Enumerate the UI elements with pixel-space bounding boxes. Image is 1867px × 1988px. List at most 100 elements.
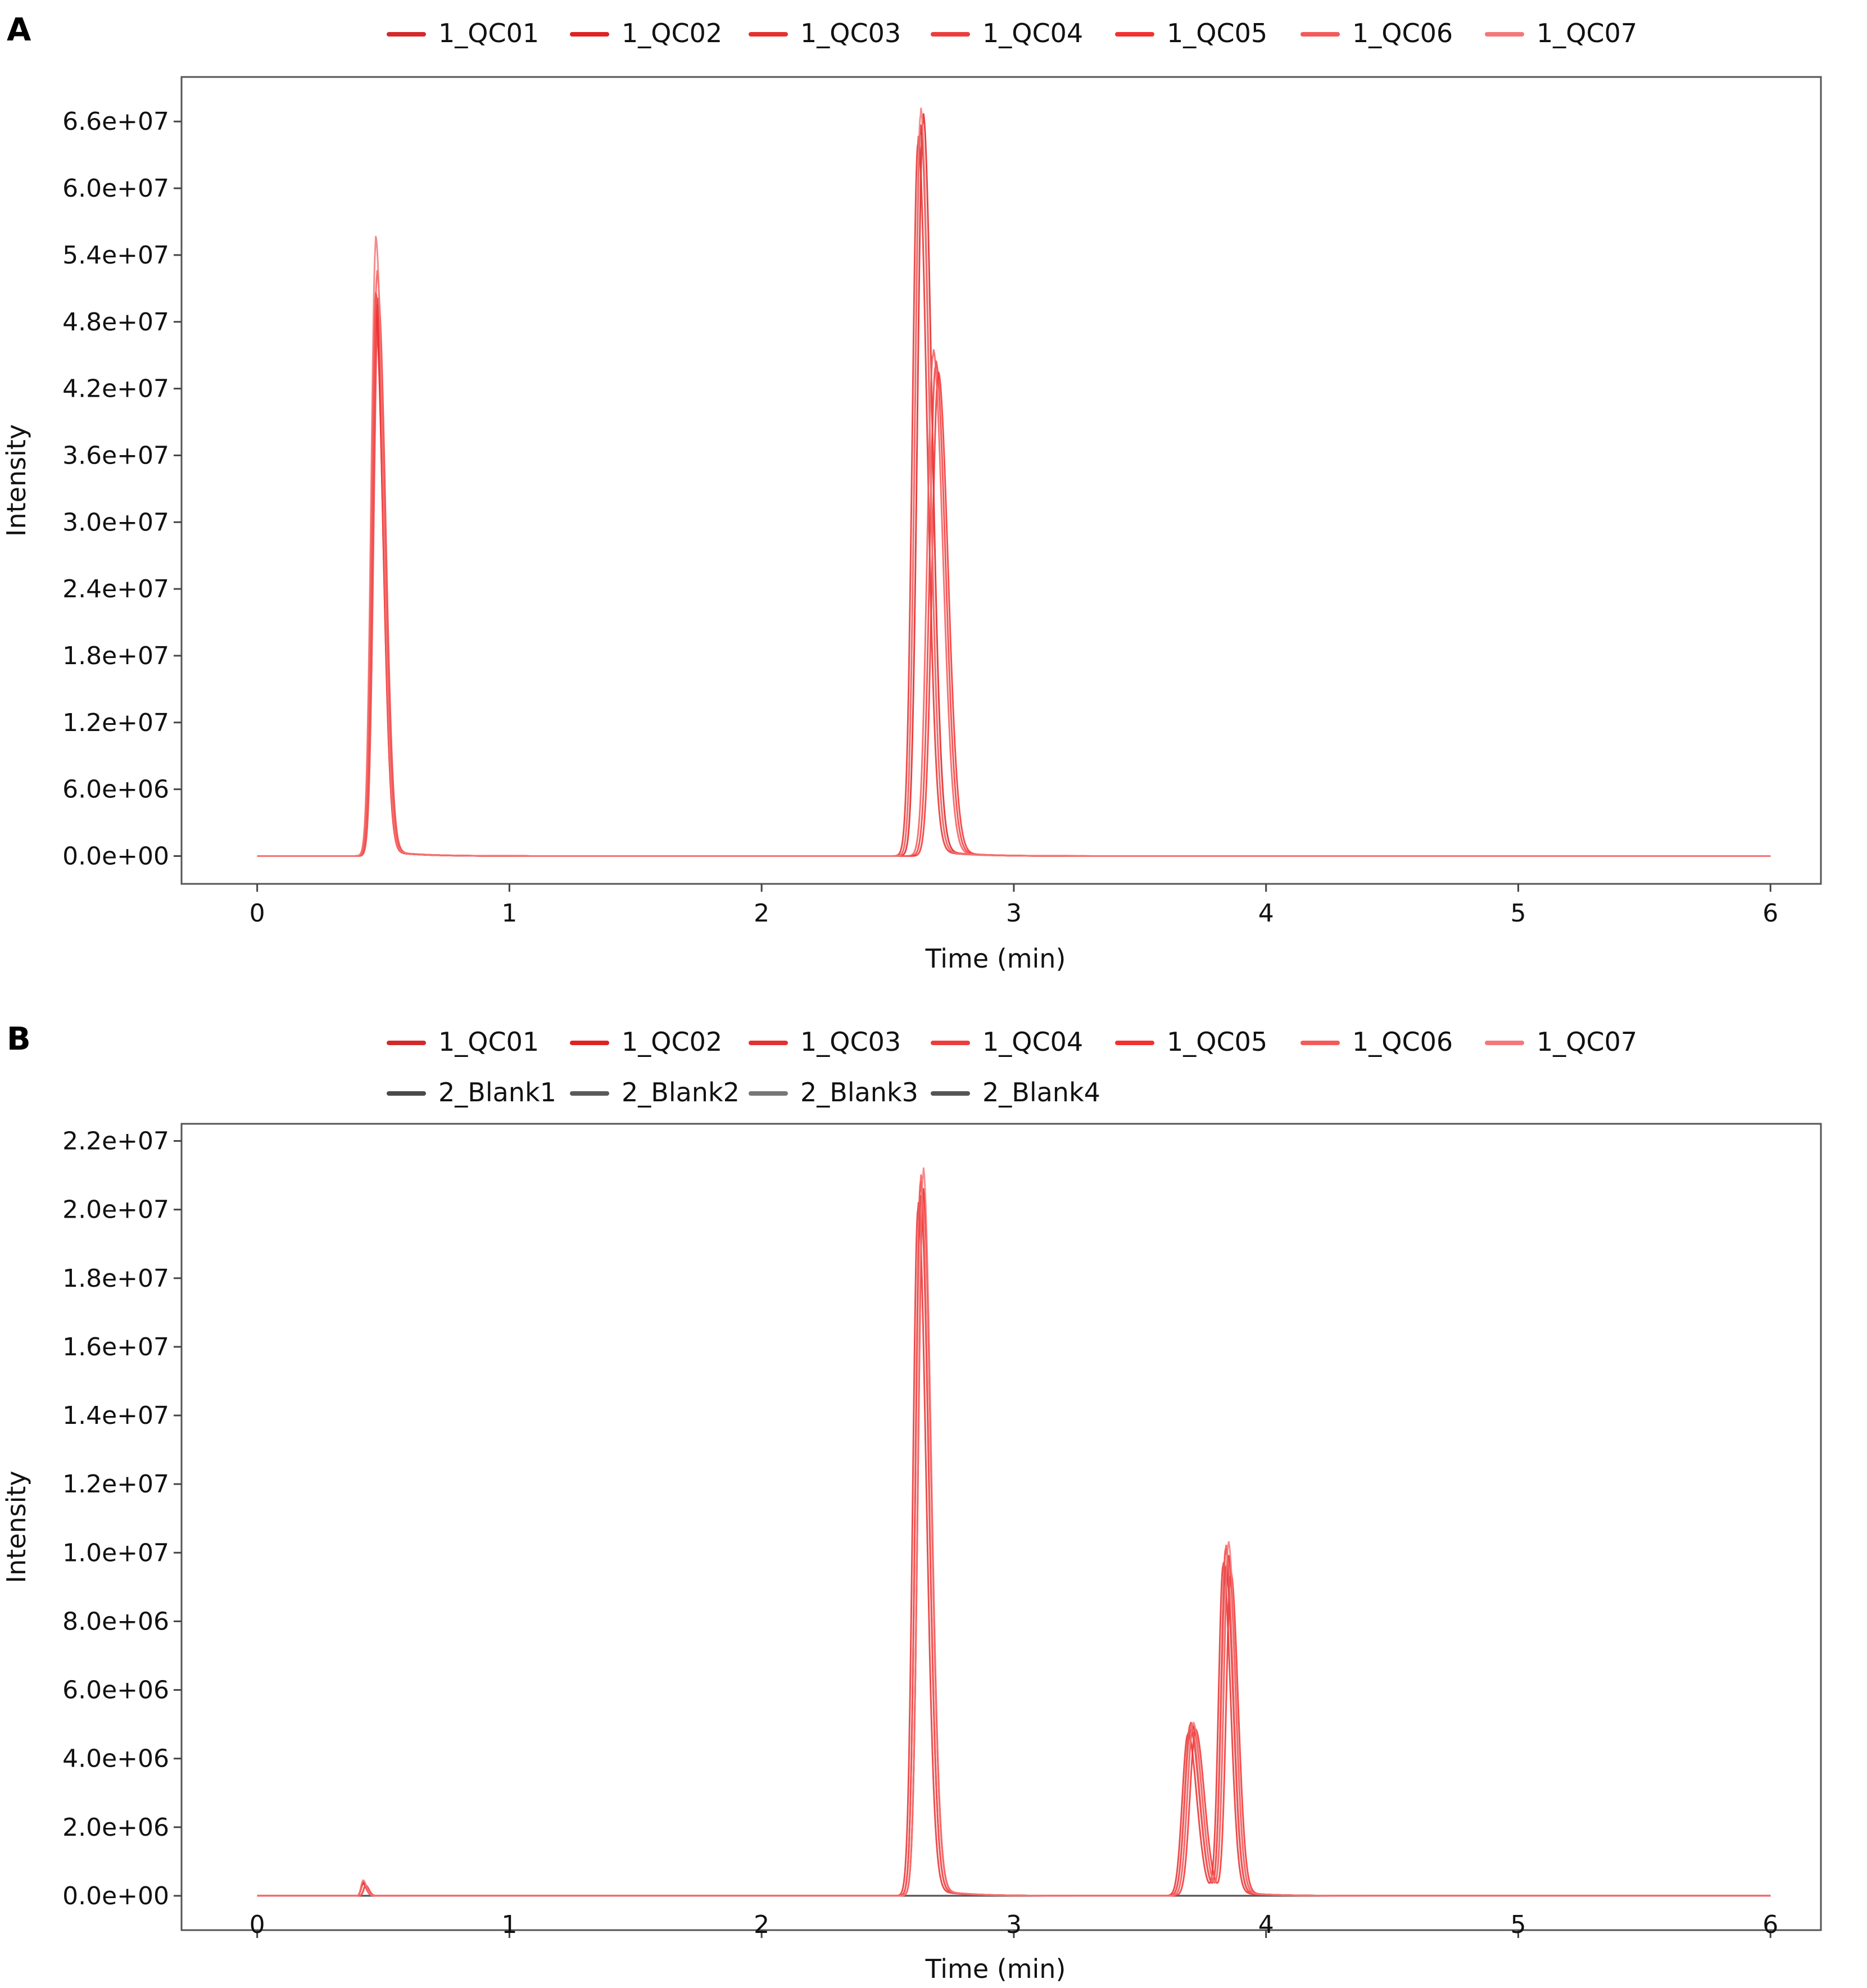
x-tick-label: 1 [501,899,517,928]
legend-item[interactable]: 2_Blank1 [387,1077,556,1108]
legend-item[interactable]: 1_QC02 [570,18,722,48]
x-tick-label: 5 [1510,1910,1526,1939]
y-tick-label: 4.0e+06 [62,1745,169,1773]
plot-frame [180,76,1822,885]
y-tick-label: 2.0e+07 [62,1196,169,1224]
y-tick-label: 1.2e+07 [62,1470,169,1499]
x-axis-title: Time (min) [925,1954,1066,1984]
series-line [257,1181,1771,1897]
legend-label: 1_QC06 [1352,18,1453,48]
series-line [257,113,1771,857]
series-line [257,1202,1771,1897]
series-line [257,107,1771,857]
legend-item[interactable]: 1_QC07 [1485,18,1637,48]
y-axis-title: Intensity [1,1470,31,1583]
x-tick-label: 2 [754,1910,769,1939]
y-tick-label: 2.0e+06 [62,1813,169,1842]
panel-A: A 0.0e+00 6.0e+06 1.2e+07 1.8e+07 2.4e+07 3.0e… [1,12,1822,974]
y-tick-label: 3.0e+07 [62,508,169,537]
y-axis-title: Intensity [1,424,31,537]
legend-label: 1_QC04 [982,18,1083,48]
legend-item[interactable]: 1_QC03 [749,18,901,48]
series-line [257,1191,1771,1897]
legend-label: 2_Blank3 [800,1077,918,1108]
series-line [257,135,1771,857]
x-tick-label: 6 [1762,899,1778,928]
legend-label: 1_QC02 [622,1027,722,1057]
legend-label: 1_QC05 [1167,1027,1267,1057]
legend-item[interactable]: 1_QC04 [931,1027,1083,1057]
y-tick-label: 5.4e+07 [62,241,169,270]
series-line [257,1195,1771,1897]
legend-item[interactable]: 1_QC05 [1115,1027,1267,1057]
series-group [257,107,1771,857]
panel-B: B 0.0e+00 2.0e+06 4.0e+06 6.0e+06 8.0e+06 1.0e… [1,1021,1822,1984]
series-line [257,1188,1771,1897]
x-tick-label: 3 [1006,1910,1022,1939]
legend-item[interactable]: 1_QC05 [1115,18,1267,48]
y-tick-label: 1.8e+07 [62,1264,169,1293]
y-tick-label: 6.0e+06 [62,775,169,804]
legend-label: 1_QC02 [622,18,722,48]
y-tick-label: 0.0e+00 [62,1882,169,1910]
legend-item[interactable]: 1_QC01 [387,18,539,48]
plot-frame [180,1123,1822,1931]
legend-item[interactable]: 1_QC06 [1300,18,1453,48]
x-axis-title: Time (min) [925,943,1066,974]
series-line [257,1174,1771,1897]
legend-label: 1_QC05 [1167,18,1267,48]
x-tick-label: 2 [754,899,769,928]
panel-letter: A [7,12,31,48]
y-tick-label: 2.2e+07 [62,1127,169,1156]
legend-label: 1_QC03 [800,1027,901,1057]
y-tick-label: 1.4e+07 [62,1401,169,1430]
x-tick-label: 3 [1006,899,1022,928]
x-tick-label: 6 [1762,1910,1778,1939]
y-tick-label: 2.4e+07 [62,575,169,603]
y-tick-label: 3.6e+07 [62,441,169,470]
y-tick-label: 1.2e+07 [62,709,169,737]
series-line [257,124,1771,857]
x-tick-label: 1 [501,1910,517,1939]
x-tick-label: 0 [250,899,265,928]
y-tick-label: 6.6e+07 [62,107,169,136]
series-line [257,308,1771,857]
series-group [257,1167,1771,1897]
legend-label: 1_QC04 [982,1027,1083,1057]
legend-label: 2_Blank4 [982,1077,1100,1108]
y-tick-label: 4.2e+07 [62,375,169,403]
legend-label: 1_QC07 [1537,18,1637,48]
legend-item[interactable]: 2_Blank3 [749,1077,918,1108]
legend-item[interactable]: 1_QC01 [387,1027,539,1057]
legend-item[interactable]: 1_QC02 [570,1027,722,1057]
legend-item[interactable]: 1_QC07 [1485,1027,1637,1057]
x-tick-label: 4 [1258,899,1274,928]
y-tick-label: 4.8e+07 [62,308,169,337]
y-tick-label: 6.0e+07 [62,174,169,203]
y-tick-label: 1.6e+07 [62,1333,169,1361]
x-tick-label: 4 [1258,1910,1274,1939]
y-tick-label: 6.0e+06 [62,1676,169,1705]
series-line [257,1167,1771,1897]
legend-label: 1_QC03 [800,18,901,48]
legend-item[interactable]: 1_QC06 [1300,1027,1453,1057]
y-tick-label: 8.0e+06 [62,1607,169,1636]
legend-item[interactable]: 2_Blank4 [931,1077,1100,1108]
panel-letter: B [7,1021,31,1057]
legend-label: 1_QC06 [1352,1027,1453,1057]
x-tick-label: 5 [1510,899,1526,928]
legend-item[interactable]: 1_QC04 [931,18,1083,48]
legend-item[interactable]: 2_Blank2 [570,1077,740,1108]
y-tick-label: 1.0e+07 [62,1538,169,1567]
legend-label: 2_Blank2 [622,1077,740,1108]
series-line [257,270,1771,857]
legend-label: 1_QC07 [1537,1027,1637,1057]
legend-item[interactable]: 1_QC03 [749,1027,901,1057]
legend-label: 2_Blank1 [438,1077,556,1108]
legend-label: 1_QC01 [438,1027,539,1057]
series-line [257,297,1771,857]
y-tick-label: 0.0e+00 [62,842,169,870]
legend-label: 1_QC01 [438,18,539,48]
x-tick-label: 0 [250,1910,265,1939]
